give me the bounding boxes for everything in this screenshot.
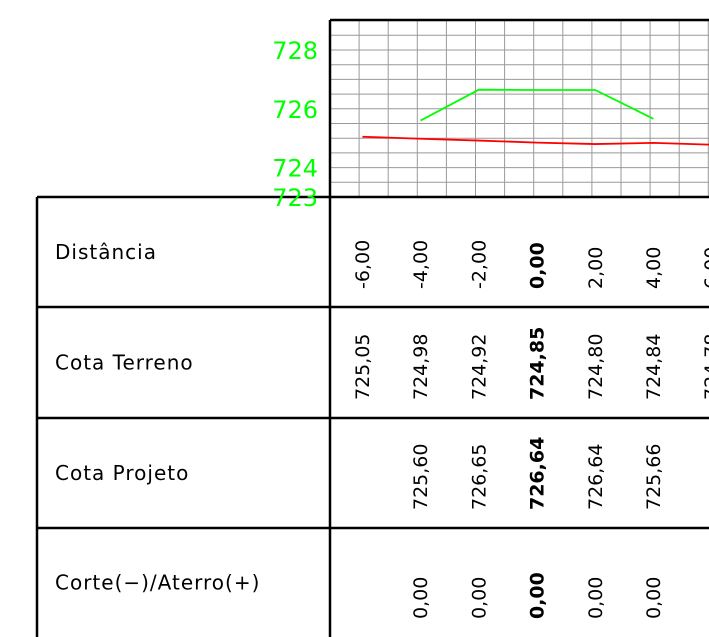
cell-value: 725,60 xyxy=(410,444,432,510)
cell-value: 2,00 xyxy=(585,247,607,289)
cell-value: 724,92 xyxy=(468,334,490,400)
cell-value: 6,00 xyxy=(701,247,709,289)
cell-value: 726,65 xyxy=(468,444,490,510)
cell-value: 0,00 xyxy=(468,577,490,619)
cell-value: 0,00 xyxy=(643,577,665,619)
cell-value: 725,05 xyxy=(352,334,374,400)
cell-value: 724,85 xyxy=(527,327,549,400)
terrain-line xyxy=(362,135,709,146)
cell-value: -6,00 xyxy=(352,240,374,289)
grid xyxy=(330,20,709,197)
y-tick-label: 726 xyxy=(272,96,318,124)
y-tick-label: 724 xyxy=(272,155,318,183)
cell-value: -4,00 xyxy=(410,240,432,289)
cell-value: 724,78 xyxy=(701,334,709,400)
cell-value: 726,64 xyxy=(527,437,549,510)
cell-value: 724,80 xyxy=(585,334,607,400)
frame xyxy=(35,18,709,637)
y-tick-label: 723 xyxy=(272,184,318,212)
row-label: Cota Terreno xyxy=(55,351,194,375)
cell-value: 0,00 xyxy=(410,577,432,619)
cell-value: 4,00 xyxy=(643,247,665,289)
cell-value: 0,00 xyxy=(585,577,607,619)
row-label: Corte(−)/Aterro(+) xyxy=(55,571,260,595)
project-line xyxy=(420,88,654,122)
row-label: Cota Projeto xyxy=(55,461,189,485)
cell-value: -2,00 xyxy=(468,240,490,289)
cell-value: 0,00 xyxy=(527,242,549,289)
y-tick-label: 728 xyxy=(272,37,318,65)
cell-value: 0,00 xyxy=(527,572,549,619)
cell-value: 726,64 xyxy=(585,444,607,510)
row-label: Distância xyxy=(55,240,157,264)
cell-value: 724,98 xyxy=(410,334,432,400)
cell-value: 725,66 xyxy=(643,444,665,510)
cell-value: 724,84 xyxy=(643,334,665,400)
